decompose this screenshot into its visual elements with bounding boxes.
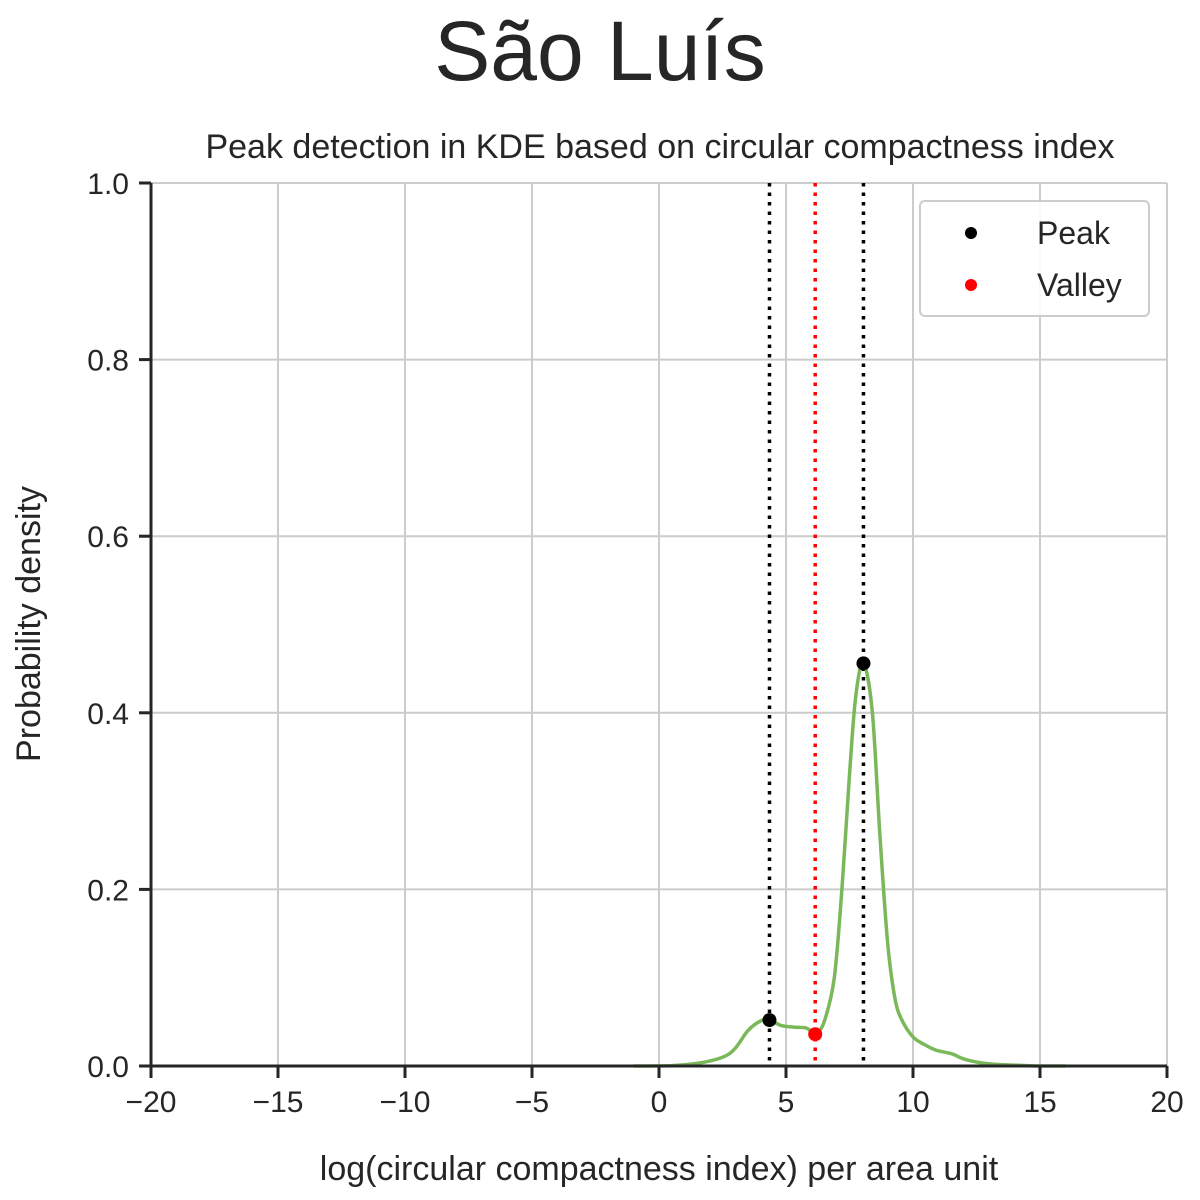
legend-peak-label: Peak [1037, 215, 1111, 251]
x-tick-label: 15 [1023, 1086, 1056, 1119]
x-tick-label: −10 [380, 1086, 431, 1119]
peak-marker [762, 1013, 777, 1028]
kde-curve [633, 661, 1066, 1068]
y-tick-label: 0.4 [87, 698, 129, 731]
grid [151, 182, 1168, 1066]
y-tick-label: 0.0 [87, 1051, 129, 1084]
detection-lines [767, 183, 866, 1066]
x-tick-label: 5 [778, 1086, 795, 1119]
y-axis-label: Probability density [10, 486, 48, 762]
peak-marker [856, 656, 871, 671]
legend: Peak Valley [919, 200, 1150, 317]
y-tick-label: 1.0 [87, 168, 129, 201]
legend-valley-marker [965, 279, 977, 291]
legend-peak-marker [965, 227, 977, 239]
x-tick-label: 10 [896, 1086, 929, 1119]
x-tick-label: −15 [253, 1086, 304, 1119]
x-tick-label: −20 [126, 1086, 177, 1119]
markers [762, 656, 871, 1042]
right-border [1166, 183, 1167, 1066]
y-tick-label: 0.2 [87, 874, 129, 907]
x-axis-label: log(circular compactness index) per area… [320, 1150, 999, 1188]
axes-title: Peak detection in KDE based on circular … [205, 128, 1114, 166]
x-tick-label: −5 [515, 1086, 549, 1119]
legend-box [919, 200, 1150, 317]
x-tick-label: 20 [1150, 1086, 1183, 1119]
y-tick-label: 0.6 [87, 521, 129, 554]
valley-marker [808, 1027, 823, 1042]
ticks: −20 −15 −10 −5 0 5 10 15 20 0.0 0.2 0.4 0.6 0.8 1.0 [87, 168, 1183, 1119]
legend-valley-label: Valley [1037, 267, 1122, 303]
figure-suptitle: São Luís [434, 4, 766, 98]
y-tick-label: 0.8 [87, 345, 129, 378]
x-tick-label: 0 [651, 1086, 668, 1119]
